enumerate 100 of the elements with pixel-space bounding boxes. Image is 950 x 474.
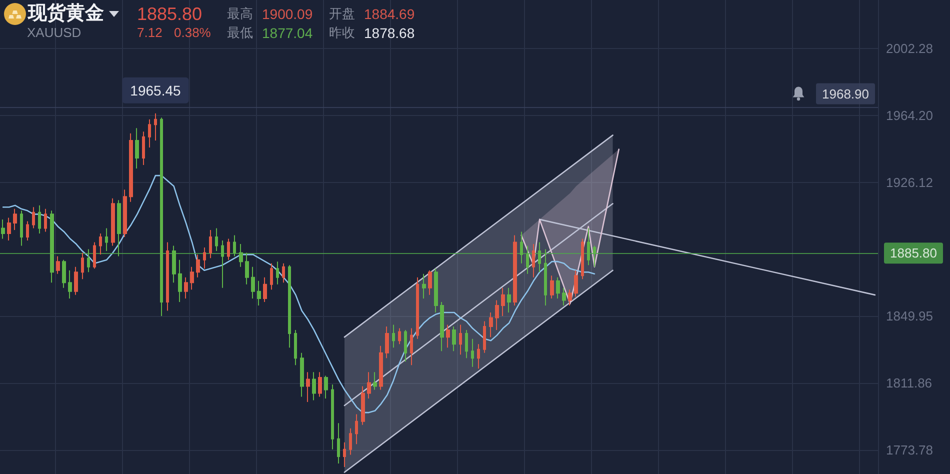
candlestick — [288, 264, 291, 348]
candlestick — [56, 256, 60, 274]
candlestick — [379, 345, 383, 390]
candlestick — [50, 210, 54, 284]
candlestick — [111, 198, 115, 246]
annotation: 1885.80 — [137, 3, 202, 25]
candlestick — [355, 414, 358, 445]
candlestick — [562, 287, 566, 306]
candlestick — [7, 217, 11, 242]
candlestick — [489, 312, 493, 338]
candlestick — [520, 231, 523, 264]
candlestick — [440, 301, 444, 352]
annotation: 昨收 — [329, 25, 355, 41]
candlestick — [160, 117, 163, 316]
candlestick — [44, 208, 47, 232]
y-tick-label: 1811.86 — [886, 375, 932, 390]
candlestick — [129, 132, 133, 202]
candlestick — [373, 372, 377, 390]
candlestick — [568, 289, 572, 306]
candlestick — [385, 326, 389, 359]
candlestick — [20, 210, 23, 246]
candlestick — [233, 234, 236, 257]
candlestick — [398, 328, 401, 345]
candlestick — [587, 228, 590, 266]
candlestick — [532, 244, 535, 278]
annotation: 1965.45 — [130, 82, 181, 98]
candlestick — [172, 245, 176, 284]
candlestick — [465, 330, 468, 359]
candlestick — [331, 384, 334, 450]
y-tick-label: 1964.20 — [886, 108, 933, 124]
annotation: 1877.04 — [262, 25, 313, 42]
candlestick — [190, 266, 194, 290]
candlestick — [581, 238, 584, 280]
annotation: 1900.09 — [262, 6, 313, 23]
candlestick — [452, 326, 456, 352]
candlestick — [251, 266, 255, 299]
candlestick — [239, 244, 243, 268]
y-tick-label: 1926.12 — [886, 174, 933, 190]
candlestick — [276, 261, 279, 285]
candlestick — [343, 442, 346, 468]
candlestick — [257, 280, 261, 306]
candlestick — [93, 242, 96, 270]
candlestick — [62, 259, 66, 288]
candlestick — [556, 276, 560, 299]
candlestick — [123, 189, 127, 238]
line-series — [2, 174, 596, 414]
candlestick — [178, 259, 182, 302]
candlestick — [538, 242, 541, 273]
candlestick — [410, 328, 413, 366]
y-tick-label: 1849.95 — [886, 308, 933, 324]
candlestick — [526, 245, 529, 274]
candlestick — [196, 254, 200, 278]
candlestick — [318, 372, 322, 398]
candlestick — [459, 324, 462, 356]
annotation: 1884.69 — [364, 6, 415, 23]
candlestick — [574, 270, 578, 298]
candlestick — [166, 242, 169, 312]
candlestick — [392, 324, 395, 348]
candlestick — [324, 375, 328, 400]
candlestick — [142, 131, 145, 166]
candlestick — [215, 228, 218, 252]
candlestick — [434, 268, 438, 313]
candlestick — [68, 270, 72, 299]
annotation: 7.12 — [137, 25, 162, 41]
annotation: 最高 — [227, 6, 253, 22]
candlestick — [245, 252, 249, 285]
candlestick — [349, 428, 352, 456]
candlestick — [203, 247, 206, 270]
candlestick — [1, 218, 5, 240]
candlestick — [416, 276, 419, 340]
candlestick — [105, 228, 108, 252]
candlestick — [154, 112, 157, 141]
candlestick — [99, 232, 102, 256]
candlestick — [221, 240, 224, 288]
candlestick — [337, 422, 340, 464]
candlestick — [367, 372, 371, 400]
candlestick — [306, 372, 310, 403]
annotation: 开盘 — [329, 6, 355, 22]
annotation: 最低 — [227, 25, 253, 41]
candlestick — [38, 204, 41, 234]
candlestick — [135, 128, 139, 170]
candlestick — [294, 330, 297, 366]
candlestick — [550, 275, 554, 299]
candlestick — [81, 252, 84, 280]
candlestick — [593, 245, 596, 268]
ref-line-label: 1968.90 — [822, 86, 869, 102]
candlestick — [87, 248, 90, 273]
candlestick — [507, 287, 511, 313]
candlestick — [544, 248, 547, 306]
candlestick — [501, 287, 505, 316]
candlestick — [495, 300, 499, 331]
candlestick — [209, 229, 212, 259]
y-tick-label: 1773.78 — [886, 442, 933, 458]
candlestick — [184, 276, 188, 299]
candlestick — [26, 220, 29, 242]
candlestick — [74, 266, 78, 296]
text: XAUUSD — [27, 25, 82, 41]
candlestick — [148, 118, 151, 148]
annotation: 1878.68 — [364, 25, 415, 42]
candlestick — [300, 352, 304, 398]
